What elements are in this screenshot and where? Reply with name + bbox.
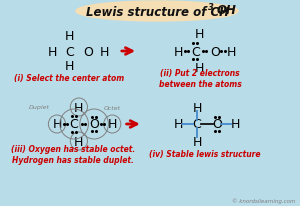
Text: H: H bbox=[195, 62, 205, 75]
Text: (iv) Stable lewis structure: (iv) Stable lewis structure bbox=[149, 150, 260, 159]
Text: Octet: Octet bbox=[104, 105, 121, 110]
Text: H: H bbox=[227, 45, 236, 58]
Text: H: H bbox=[192, 135, 202, 148]
Text: O: O bbox=[83, 45, 93, 58]
Text: H: H bbox=[65, 60, 74, 73]
Text: Duplet: Duplet bbox=[29, 105, 50, 110]
Text: O: O bbox=[212, 118, 222, 131]
Text: H: H bbox=[47, 45, 57, 58]
Text: H: H bbox=[52, 118, 62, 131]
Text: C: C bbox=[70, 118, 79, 131]
Text: C: C bbox=[65, 45, 74, 58]
Text: H: H bbox=[173, 45, 183, 58]
Ellipse shape bbox=[76, 2, 238, 22]
Text: H: H bbox=[65, 30, 74, 43]
Text: O: O bbox=[210, 45, 220, 58]
Text: C: C bbox=[191, 45, 200, 58]
Text: (iii) Oxygen has stable octet.
Hydrogen has stable duplet.: (iii) Oxygen has stable octet. Hydrogen … bbox=[11, 145, 135, 164]
Text: H: H bbox=[100, 45, 109, 58]
Text: H: H bbox=[173, 118, 183, 131]
Text: H: H bbox=[74, 135, 84, 148]
Text: H: H bbox=[192, 101, 202, 114]
Text: H: H bbox=[74, 101, 84, 114]
Text: O: O bbox=[89, 118, 99, 131]
Text: H: H bbox=[108, 118, 117, 131]
Text: H: H bbox=[230, 118, 240, 131]
Text: OH: OH bbox=[216, 4, 236, 17]
Text: Lewis structure of CH: Lewis structure of CH bbox=[85, 6, 229, 18]
Text: © knordsilearning.com: © knordsilearning.com bbox=[232, 197, 295, 203]
Text: C: C bbox=[193, 118, 201, 131]
Text: 3: 3 bbox=[208, 3, 214, 12]
Text: (i) Select the center atom: (i) Select the center atom bbox=[14, 74, 124, 83]
Text: H: H bbox=[195, 28, 205, 41]
Text: (ii) Put 2 electrons
between the atoms: (ii) Put 2 electrons between the atoms bbox=[159, 69, 241, 88]
